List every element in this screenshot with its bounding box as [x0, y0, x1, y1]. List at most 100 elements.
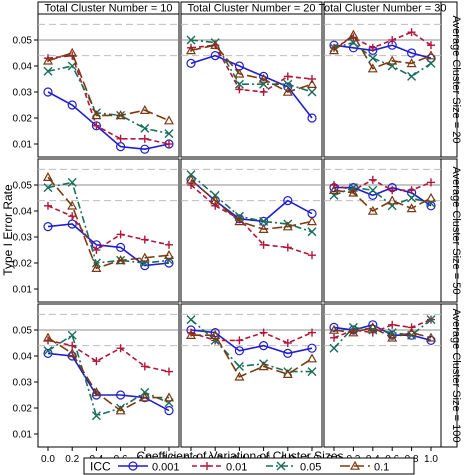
data-point-icc-0.01	[259, 240, 268, 249]
series-line-icc-0.1	[190, 179, 313, 231]
y-tick-label: 0.02	[13, 259, 33, 270]
data-point-icc-0.01	[44, 201, 52, 210]
legend-items: 0.001 0.01 0.05 0.1	[118, 460, 389, 474]
panel-frames	[37, 1, 458, 448]
data-point-icc-0.1	[387, 195, 398, 205]
y-axis-label: Type I Error Rate	[1, 184, 15, 276]
y-tick-label: 0.01	[13, 285, 33, 296]
series-line-icc-0.01	[190, 331, 313, 344]
data-point-icc-0.1	[425, 332, 437, 342]
data-point-icc-0.05	[426, 315, 436, 325]
data-point-icc-0.05	[387, 201, 397, 211]
data-point-icc-0.05	[67, 177, 77, 187]
data-point-icc-0.1	[425, 192, 437, 202]
row-header-1: Average Cluster Size = 20	[450, 16, 462, 144]
series-line-icc-0.05	[47, 333, 170, 417]
data-point-icc-0.001	[210, 50, 220, 61]
panel-frame	[323, 13, 442, 158]
series-line-icc-0.01	[190, 44, 313, 93]
data-point-icc-0.01	[407, 186, 416, 195]
data-point-icc-0.05	[407, 193, 417, 203]
legend-box	[83, 457, 415, 475]
panel	[328, 28, 437, 81]
data-point-icc-0.001	[115, 242, 126, 252]
y-tick-label: 0.04	[13, 62, 33, 73]
data-point-icc-0.05	[91, 411, 101, 421]
data-point-icc-0.01	[283, 72, 292, 81]
data-point-icc-0.001	[283, 196, 293, 206]
data-point-icc-0.01	[165, 240, 173, 249]
data-point-icc-0.05	[307, 227, 317, 237]
y-tick-label: 0.04	[13, 207, 33, 218]
data-point-icc-0.001	[43, 87, 53, 97]
data-point-icc-0.1	[115, 255, 126, 265]
column-header-3: Total Cluster Number = 30	[318, 3, 446, 15]
data-point-icc-0.05	[368, 185, 378, 195]
data-point-icc-0.1	[210, 195, 221, 205]
data-point-icc-0.01	[235, 336, 244, 345]
panel-frame	[323, 158, 442, 303]
data-point-icc-0.1	[234, 216, 245, 226]
data-point-icc-0.05	[329, 190, 339, 200]
data-point-icc-0.01	[427, 178, 435, 187]
y-tick-label: 0.02	[13, 114, 33, 125]
data-point-icc-0.01	[283, 243, 292, 252]
data-point-icc-0.1	[234, 68, 245, 78]
data-point-icc-0.01	[187, 181, 195, 189]
data-point-icc-0.01	[388, 36, 397, 44]
data-point-icc-0.05	[43, 346, 53, 356]
x-tick-label: 0.0	[41, 454, 55, 465]
y-tick-label: 0.05	[13, 36, 33, 47]
data-point-icc-0.01	[388, 186, 397, 195]
series-line-icc-0.001	[190, 54, 313, 119]
legend: ICC 0.001 0.01 0.05 0.1	[83, 457, 415, 475]
legend-label: 0.01	[226, 462, 247, 474]
panel	[185, 315, 318, 381]
data-point-icc-0.001	[43, 222, 53, 232]
data-point-icc-0.001	[115, 390, 126, 400]
data-point-icc-0.1	[185, 45, 197, 55]
panel-frame	[180, 13, 323, 158]
data-point-icc-0.05	[259, 79, 269, 89]
data-point-icc-0.1	[139, 104, 150, 115]
data-point-icc-0.1	[67, 348, 78, 358]
x-tick-label: 0.2	[65, 454, 79, 465]
data-point-icc-0.001	[283, 82, 293, 92]
series-line-icc-0.05	[190, 39, 313, 93]
data-point-icc-0.1	[348, 29, 359, 39]
data-point-icc-0.1	[425, 50, 437, 60]
legend-item: 0.001	[118, 461, 180, 474]
data-point-icc-0.1	[185, 329, 197, 339]
reference-lines	[38, 23, 441, 347]
data-point-icc-0.05	[426, 198, 436, 208]
data-point-icc-0.05	[210, 335, 220, 345]
data-point-icc-0.1	[67, 47, 78, 57]
data-point-icc-0.01	[68, 51, 77, 60]
data-point-icc-0.1	[328, 184, 340, 194]
data-point-icc-0.01	[187, 43, 195, 52]
column-header-1: Total Cluster Number = 10	[44, 3, 172, 15]
series-line-icc-0.1	[47, 52, 170, 122]
data-point-icc-0.1	[115, 405, 126, 415]
legend-item: 0.1	[340, 460, 389, 474]
data-point-icc-0.1	[67, 200, 78, 210]
series-line-icc-0.1	[190, 44, 313, 93]
panel	[328, 315, 437, 353]
data-point-icc-0.1	[282, 86, 293, 96]
panel-frame	[37, 13, 180, 158]
data-point-icc-0.01	[68, 212, 77, 221]
x-tick-label: 1.0	[424, 454, 438, 465]
series-layer	[42, 28, 437, 421]
series-line-icc-0.001	[333, 44, 432, 59]
data-point-icc-0.05	[186, 315, 196, 325]
data-point-icc-0.05	[43, 66, 53, 76]
data-point-icc-0.05	[234, 361, 244, 371]
data-point-icc-0.001	[140, 144, 150, 154]
data-point-icc-0.1	[406, 203, 417, 213]
data-point-icc-0.1	[406, 58, 417, 68]
series-line-icc-0.01	[190, 184, 313, 256]
y-tick-label: 0.01	[13, 430, 33, 441]
data-point-icc-0.1	[282, 221, 293, 231]
data-point-icc-0.1	[139, 252, 150, 262]
data-point-icc-0.1	[163, 115, 175, 125]
